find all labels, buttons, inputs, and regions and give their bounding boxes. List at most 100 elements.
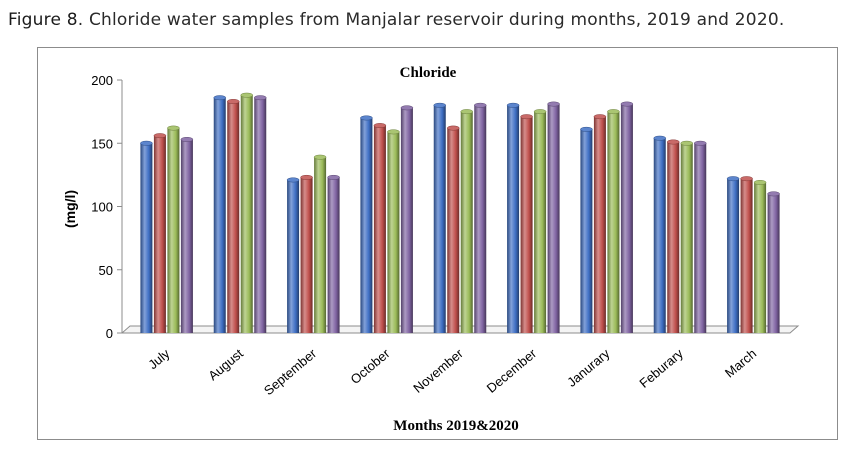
bar: [447, 125, 460, 333]
bar: [620, 101, 634, 333]
bar-group: [140, 92, 780, 334]
bar-body: [447, 128, 460, 333]
bar-body: [740, 178, 753, 333]
bar-body: [767, 193, 780, 333]
bar-top: [753, 180, 767, 185]
bar-body: [153, 135, 166, 333]
bar: [360, 115, 373, 333]
bar-top: [667, 139, 680, 145]
bar: [313, 154, 327, 333]
bar-top: [153, 133, 167, 139]
bar-top: [373, 123, 387, 128]
bar-body: [653, 138, 666, 333]
bar-top: [607, 109, 620, 115]
bar: [327, 174, 340, 333]
bar-body: [227, 101, 240, 333]
y-tick-label: 0: [106, 326, 113, 341]
bar: [474, 102, 487, 333]
bar: [300, 174, 313, 333]
bar-top: [140, 140, 153, 146]
bar-top: [180, 137, 194, 142]
bar-body: [727, 178, 740, 333]
figure-label: Figure 8: [8, 10, 78, 30]
bar-top: [400, 105, 414, 111]
bar: [240, 92, 253, 334]
bar: [667, 139, 680, 333]
bar: [153, 133, 167, 333]
bar: [680, 140, 693, 333]
bar-body: [314, 157, 327, 333]
bar-top: [506, 102, 520, 108]
bar: [387, 129, 400, 333]
bar-top: [300, 174, 313, 180]
bar: [140, 140, 153, 333]
bar-top: [387, 129, 400, 135]
bar-top: [313, 154, 327, 160]
bar: [726, 176, 740, 333]
bar-body: [593, 116, 606, 333]
bar-top: [533, 109, 547, 115]
y-axis-title: (mg/l): [62, 190, 78, 228]
bar-top: [580, 126, 593, 132]
x-tick-label: August: [205, 346, 246, 384]
bar-body: [254, 97, 267, 334]
bar: [653, 135, 666, 333]
bar-body: [534, 111, 547, 333]
chart-title: Chloride: [400, 65, 457, 81]
bar-body: [287, 179, 300, 333]
bar-top: [740, 176, 753, 182]
bar: [593, 114, 607, 333]
bar-top: [520, 114, 533, 120]
bar-body: [620, 104, 633, 333]
bar-top: [680, 140, 693, 146]
bar: [180, 137, 194, 333]
bar-body: [680, 143, 693, 333]
bar-body: [360, 117, 373, 333]
bar-body: [180, 139, 193, 333]
bar-top: [254, 95, 267, 101]
x-tick-label: November: [410, 345, 466, 395]
bar: [286, 177, 300, 333]
bar-body: [754, 182, 767, 333]
bar-top: [227, 99, 240, 104]
x-tick-label: December: [484, 345, 540, 395]
y-tick-label: 100: [91, 200, 113, 215]
bar-body: [547, 104, 560, 333]
bar-top: [433, 102, 446, 108]
bar-top: [767, 191, 780, 197]
bar-top: [447, 125, 460, 131]
y-tick-label: 150: [91, 136, 113, 151]
bar: [753, 180, 767, 333]
bar: [694, 140, 707, 333]
bar-top: [240, 92, 253, 98]
x-tick-label: October: [348, 345, 394, 387]
bar-body: [694, 143, 707, 333]
bar: [227, 99, 240, 333]
bar-top: [286, 177, 300, 183]
bar-body: [167, 128, 180, 333]
bar: [254, 95, 267, 334]
bar: [767, 191, 780, 333]
x-tick-label: September: [261, 345, 320, 398]
y-tick-label: 50: [99, 263, 113, 278]
x-tick-label: July: [145, 345, 173, 372]
bar: [533, 109, 547, 333]
bar-body: [580, 129, 593, 333]
bar-body: [240, 95, 253, 334]
bar-body: [327, 177, 340, 333]
bar-top: [547, 101, 560, 107]
bar: [213, 95, 226, 334]
x-tick-label: March: [722, 346, 759, 381]
bar-top: [593, 114, 607, 120]
bar: [580, 126, 593, 333]
bar-top: [213, 95, 226, 101]
bar: [400, 105, 414, 333]
bar: [607, 109, 620, 333]
bar-body: [507, 105, 520, 333]
bar-body: [433, 105, 446, 333]
bar-top: [474, 102, 487, 108]
bar: [373, 123, 387, 333]
bar: [740, 176, 753, 333]
bar-top: [167, 125, 180, 131]
bar-top: [694, 140, 707, 146]
